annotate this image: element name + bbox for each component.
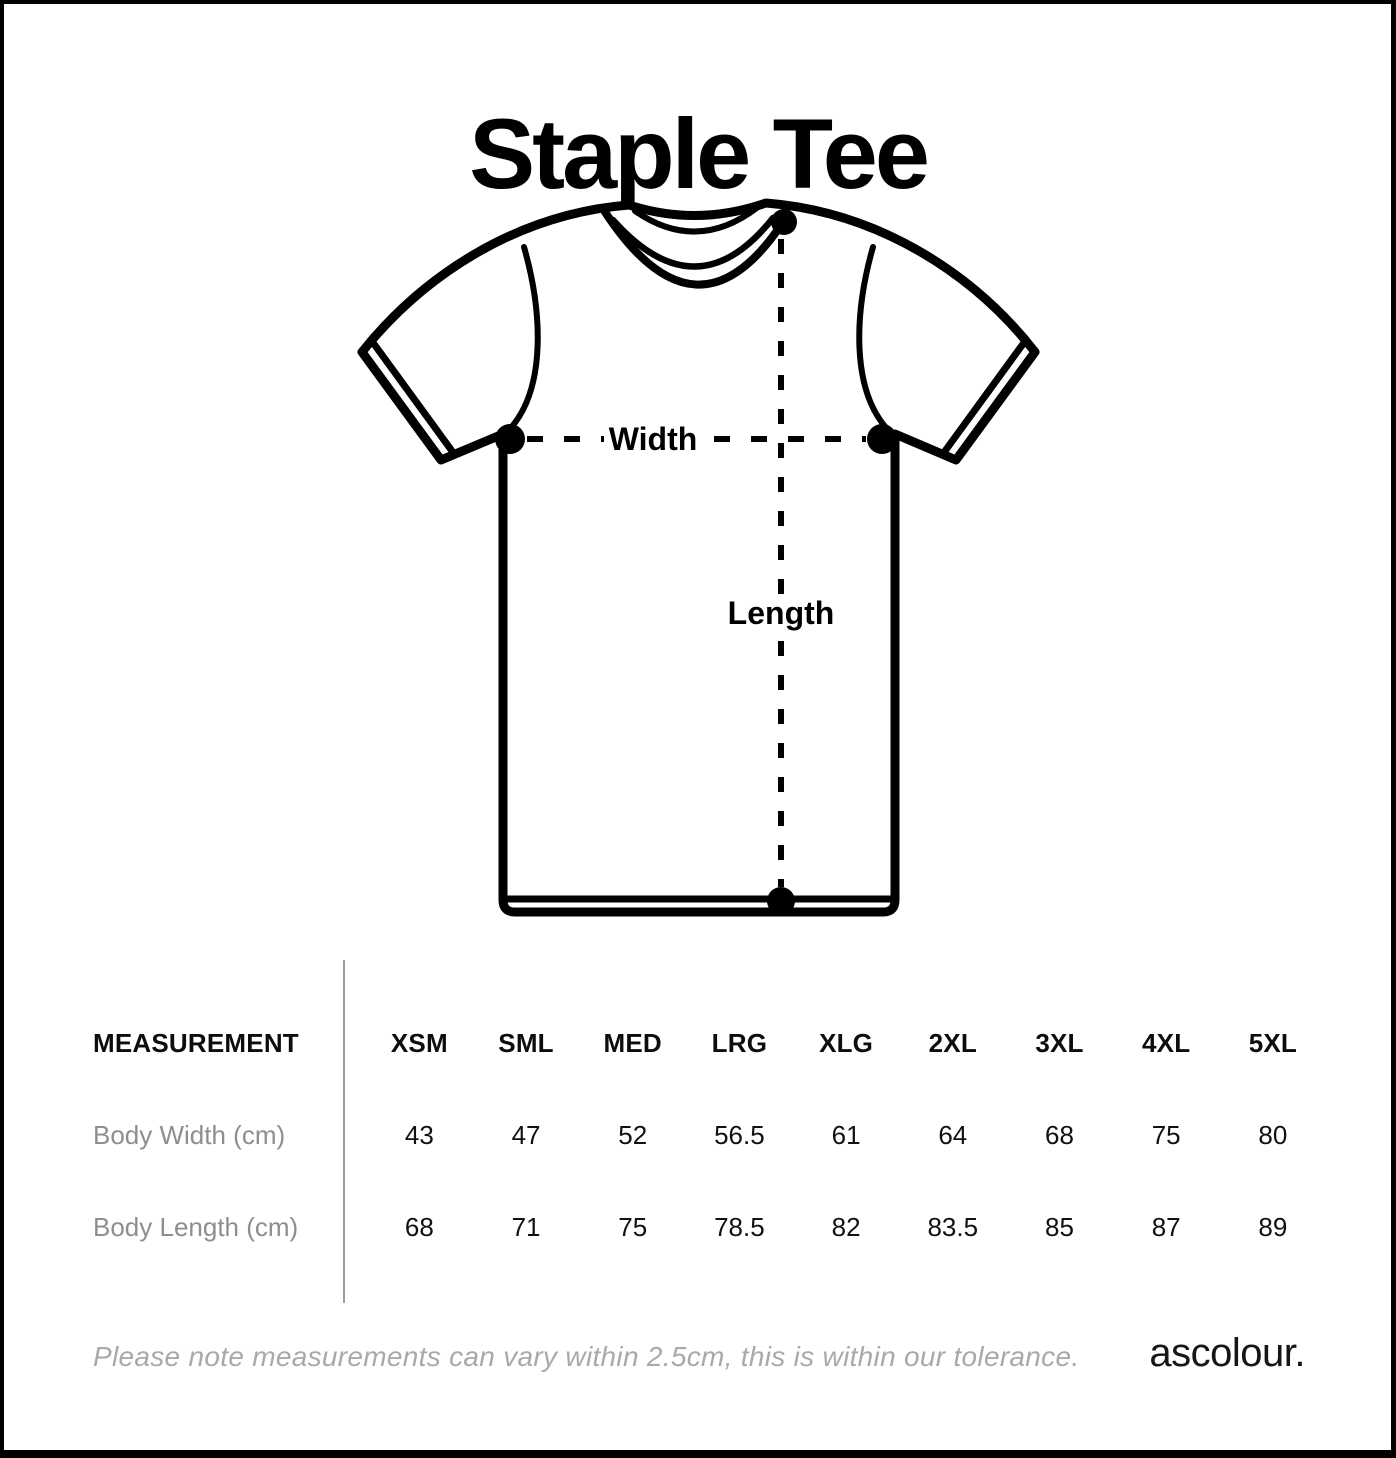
body-width-3xl: 68 — [1045, 1119, 1074, 1150]
row-label-body-width: Body Width (cm) — [93, 1119, 286, 1150]
size-header-5xl: 5XL — [1248, 1027, 1297, 1058]
size-header-lrg: LRG — [711, 1027, 768, 1058]
body-width-xlg: 61 — [831, 1119, 861, 1150]
collar-anchor-dot — [771, 209, 797, 235]
tolerance-note: Please note measurements can vary within… — [93, 1341, 1080, 1372]
right-armhole-seam — [856, 244, 894, 436]
page-title: Staple Tee — [469, 98, 930, 210]
body-width-med: 52 — [618, 1119, 648, 1150]
tshirt-outline-shape — [357, 198, 1040, 917]
collar-inner-neckline — [609, 214, 777, 270]
body-width-sml: 47 — [511, 1119, 541, 1150]
measurement-column-header: MEASUREMENT — [93, 1027, 299, 1058]
length-dimension-label: Length — [728, 595, 835, 631]
width-dimension-label: Width — [609, 421, 698, 457]
body-length-2xl: 83.5 — [927, 1211, 979, 1242]
size-header-xlg: XLG — [819, 1027, 874, 1058]
size-header-xsm: XSM — [390, 1027, 448, 1058]
collar-rib-arc — [632, 204, 761, 235]
body-length-xlg: 82 — [831, 1211, 861, 1242]
body-width-2xl: 64 — [938, 1119, 968, 1150]
right-cuff-seam-line — [941, 340, 1027, 455]
body-width-5xl: 80 — [1258, 1119, 1288, 1150]
right-underarm-anchor-dot — [867, 424, 897, 454]
left-underarm-anchor-dot — [495, 424, 525, 454]
left-armhole-seam — [503, 244, 541, 436]
size-header-4xl: 4XL — [1142, 1027, 1191, 1058]
size-header-med: MED — [603, 1027, 662, 1058]
body-length-3xl: 85 — [1045, 1211, 1074, 1242]
left-cuff-seam-line — [370, 340, 456, 455]
body-length-sml: 71 — [511, 1211, 541, 1242]
size-header-sml: SML — [498, 1027, 554, 1058]
body-length-lrg: 78.5 — [714, 1211, 765, 1242]
row-label-body-length: Body Length (cm) — [93, 1211, 299, 1242]
size-header-2xl: 2XL — [928, 1027, 977, 1058]
table-divider-line — [343, 960, 345, 1303]
body-length-4xl: 87 — [1151, 1211, 1181, 1242]
body-width-lrg: 56.5 — [714, 1119, 765, 1150]
hem-anchor-dot — [767, 887, 795, 915]
body-length-med: 75 — [618, 1211, 648, 1242]
body-length-5xl: 89 — [1258, 1211, 1288, 1242]
body-length-xsm: 68 — [404, 1211, 434, 1242]
body-width-xsm: 43 — [404, 1119, 434, 1150]
body-width-4xl: 75 — [1151, 1119, 1181, 1150]
brand-logo: ascolour. — [1149, 1331, 1305, 1375]
collar-outer-neckline — [601, 208, 787, 289]
size-table: MEASUREMENT XSM SML MED LRG XLG 2XL 3XL … — [0, 997, 1327, 1273]
size-header-3xl: 3XL — [1035, 1027, 1084, 1058]
